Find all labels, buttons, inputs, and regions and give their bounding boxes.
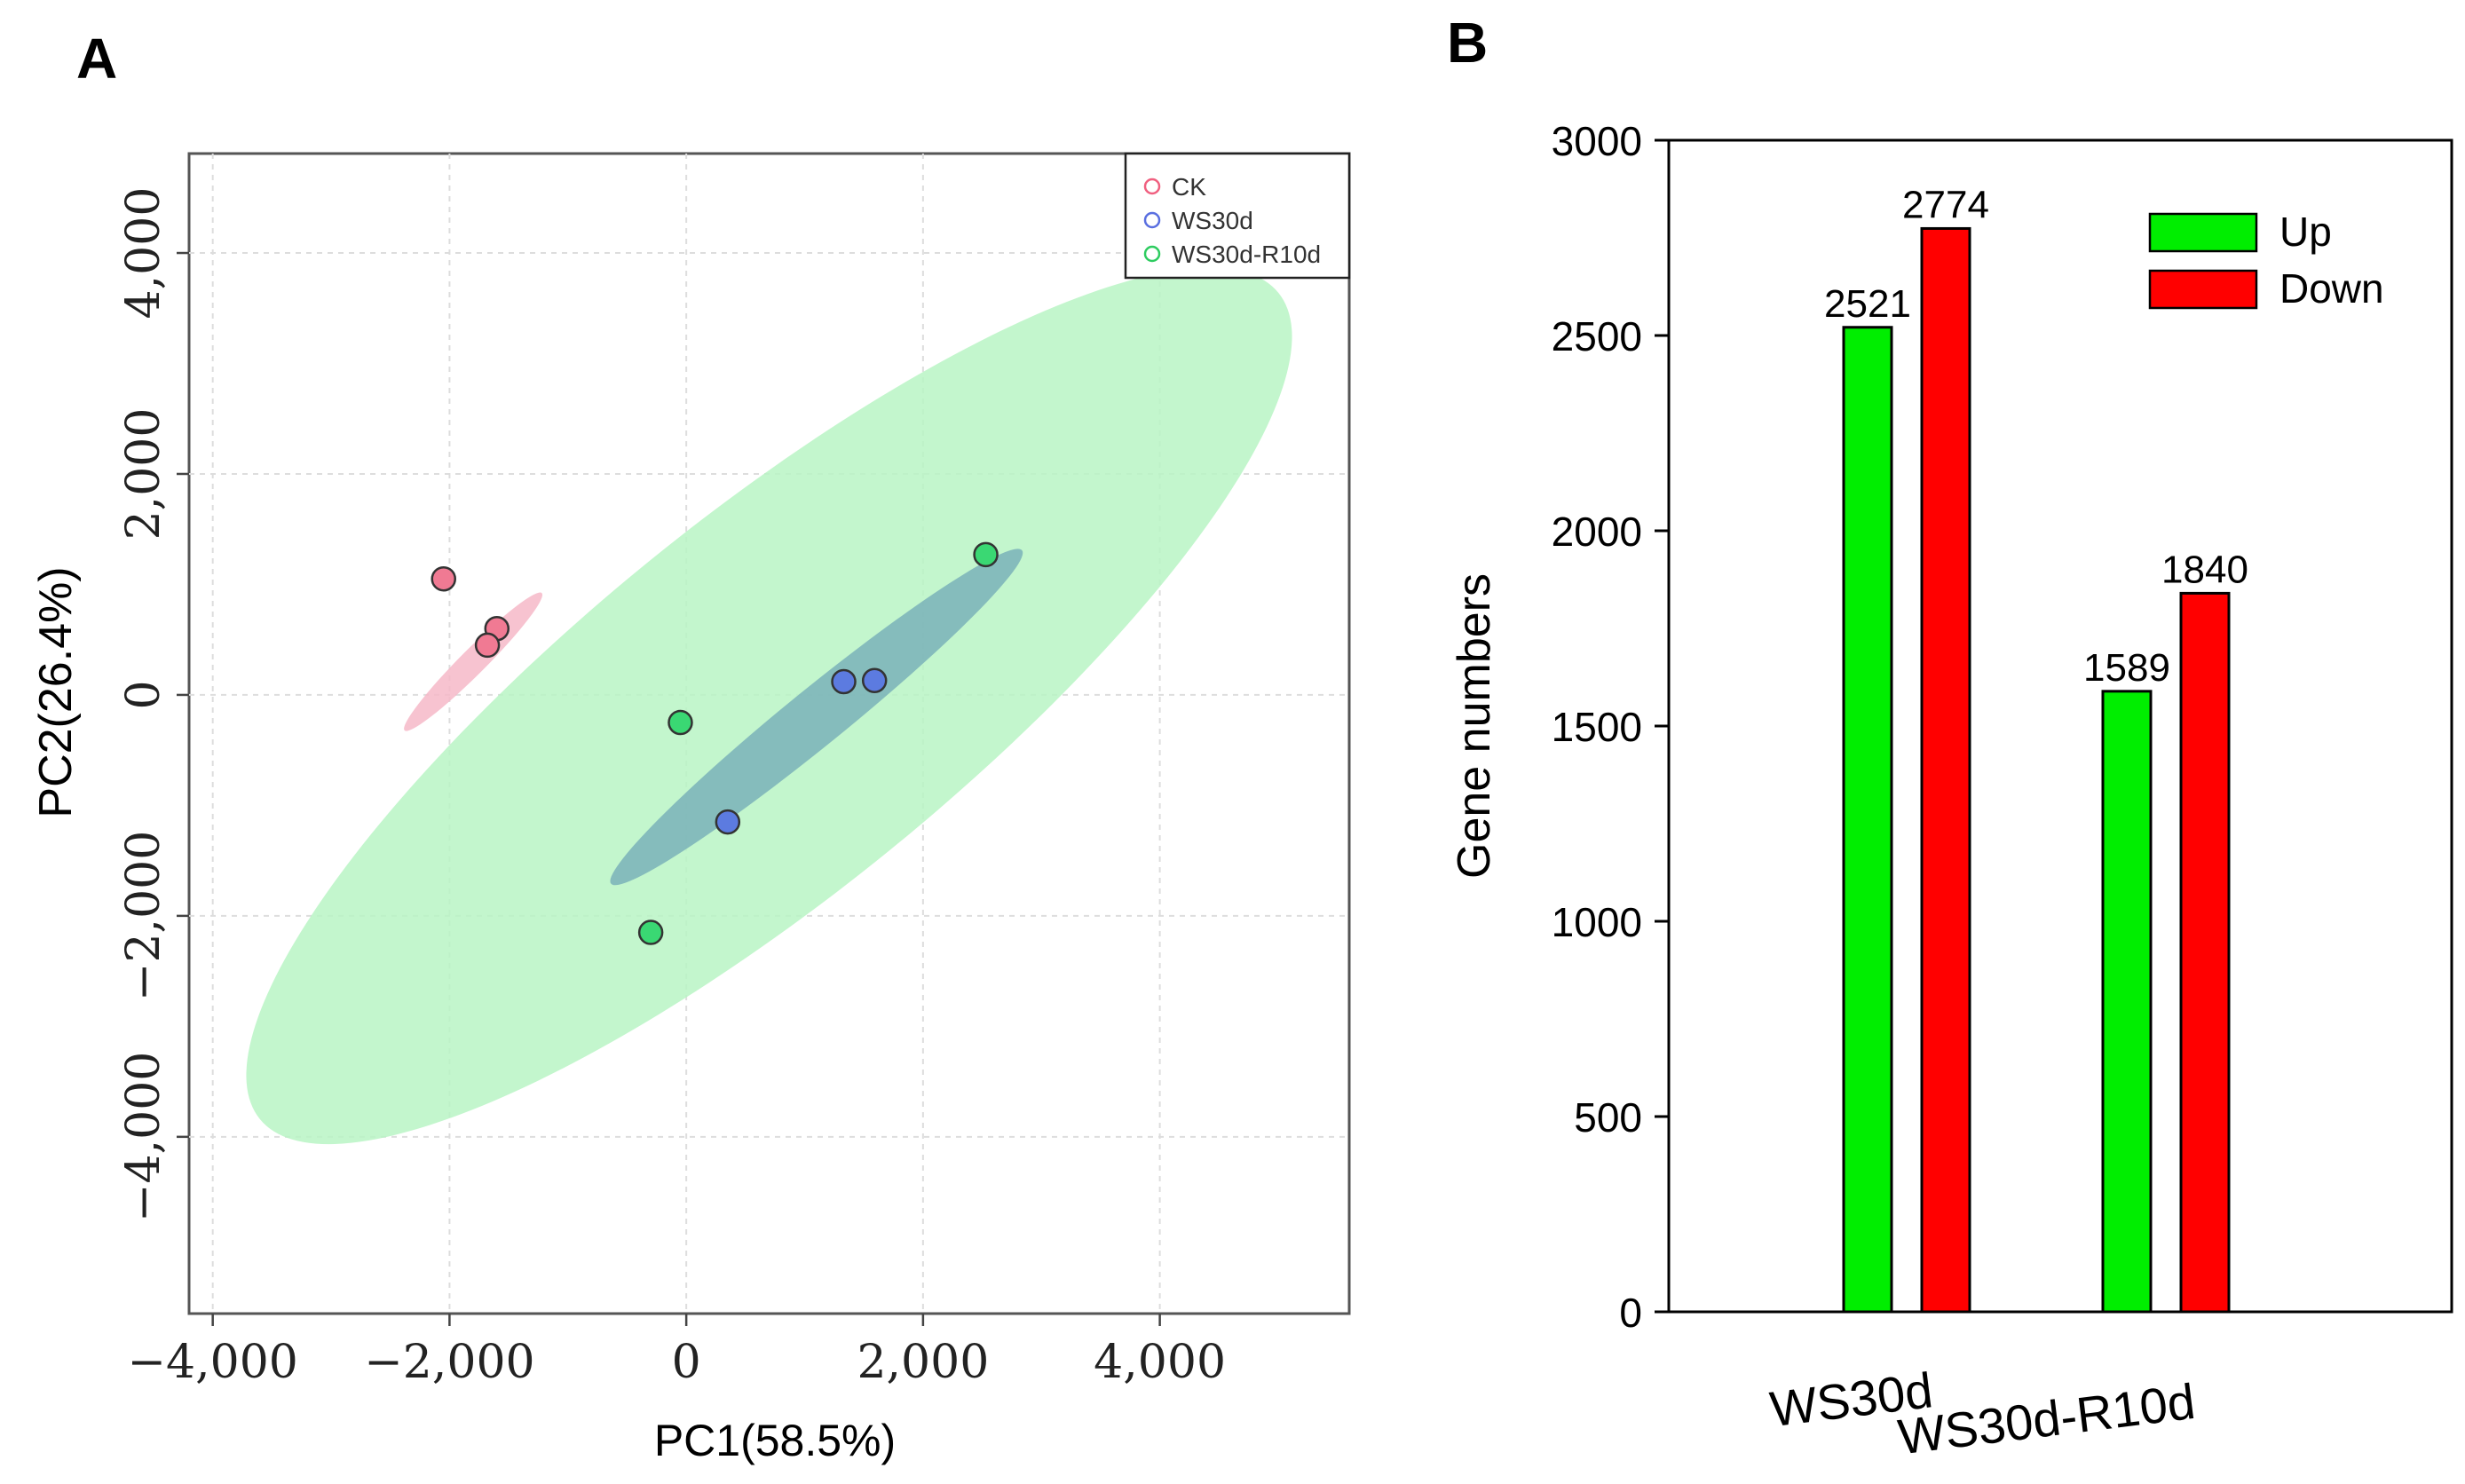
bar-x-category-label: WS30d-R10d [1895, 1373, 2198, 1464]
pca-x-tick-label: −2,000 [364, 1336, 534, 1389]
pca-y-tick-label: 0 [117, 680, 170, 709]
bar-data-label: 1589 [2083, 646, 2170, 690]
pca-y-ticks: −4,000 −2,000 0 2,000 4,000 [117, 187, 189, 1222]
bar-legend: Up Down [2148, 209, 2384, 312]
pca-point-ws30d-r10d [637, 920, 664, 945]
pca-y-axis-title: PC2(26.4%) [30, 566, 82, 817]
pca-legend-box [1124, 152, 1351, 280]
pca-y-tick-label: 2,000 [117, 408, 170, 541]
pca-panel: A −4,000 −2,000 0 2,000 4,000 −4,000 −2,000 0 2… [30, 27, 1351, 1465]
bar-legend-swatch-up [2148, 212, 2258, 253]
bar-plot-frame [1667, 138, 2453, 1314]
pca-point-ws30d [861, 667, 888, 694]
pca-legend-label: WS30d [1172, 207, 1253, 234]
bar-legend-swatch-down [2148, 269, 2258, 310]
pca-point-ck [431, 565, 456, 592]
pca-x-tick-label: 4,000 [1094, 1336, 1226, 1389]
bar-data-label: 1840 [2161, 548, 2248, 591]
bar-y-tick-label: 0 [1619, 1290, 1642, 1336]
pca-point-ws30d [715, 809, 741, 835]
bar-y-tick-label: 1000 [1552, 899, 1642, 945]
bar-data-labels: 2521 2774 1589 1840 [1824, 183, 2248, 689]
pca-point-ws30d-r10d [668, 709, 693, 736]
bar-y-tick-label: 500 [1574, 1094, 1642, 1141]
bar-up-ws30d [1842, 326, 1893, 1314]
bar-y-tick-label: 2000 [1552, 509, 1642, 555]
pca-legend-marker-ck [1143, 178, 1161, 195]
bar-y-tick-label: 1500 [1552, 704, 1642, 750]
pca-y-tick-label: −4,000 [117, 1052, 170, 1222]
bar-y-ticks: 0 500 1000 1500 2000 2500 3000 [1552, 118, 1669, 1336]
panel-a-label: A [76, 27, 117, 91]
bar-y-axis-title: Gene numbers [1449, 573, 1500, 879]
pca-point-ck [474, 632, 501, 659]
pca-point-ws30d [831, 668, 857, 695]
bar-y-tick-label: 2500 [1552, 313, 1642, 359]
bar-down-ws30d [1920, 226, 1971, 1314]
pca-y-tick-label: 4,000 [117, 187, 170, 320]
pca-x-tick-label: −4,000 [127, 1336, 297, 1389]
pca-legend: CK WS30d WS30d-R10d [1124, 152, 1351, 280]
bar-down-ws30d-r10d [2179, 591, 2231, 1314]
pca-points [431, 541, 999, 945]
bar-data-label: 2521 [1824, 282, 1911, 326]
deg-bar-panel: B 0 500 1000 1500 2000 2500 3000 2521 2774 1589 1… [1447, 11, 2453, 1464]
bar-legend-label: Down [2279, 265, 2384, 312]
bar-series [1842, 226, 2231, 1314]
pca-legend-marker-ws30d [1143, 211, 1161, 229]
pca-x-axis-title: PC1(58.5%) [654, 1416, 896, 1465]
panel-b-label: B [1447, 11, 1488, 75]
pca-ellipse-ws30d [610, 549, 1023, 886]
pca-x-tick-label: 0 [672, 1336, 701, 1389]
bar-legend-label: Up [2279, 209, 2332, 255]
bar-data-label: 2774 [1902, 183, 1989, 226]
pca-point-ws30d-r10d [973, 541, 999, 568]
pca-legend-label: CK [1172, 173, 1206, 201]
bar-up-ws30d-r10d [2101, 690, 2153, 1314]
bar-y-tick-label: 3000 [1552, 118, 1642, 164]
pca-legend-label: WS30d-R10d [1172, 241, 1321, 268]
pca-y-tick-label: −2,000 [117, 831, 170, 1001]
pca-ellipse-ws30d-r10d [246, 267, 1292, 1145]
pca-x-ticks: −4,000 −2,000 0 2,000 4,000 [127, 1314, 1226, 1389]
pca-x-tick-label: 2,000 [857, 1336, 989, 1389]
pca-legend-marker-ws30d-r10d [1143, 245, 1161, 263]
